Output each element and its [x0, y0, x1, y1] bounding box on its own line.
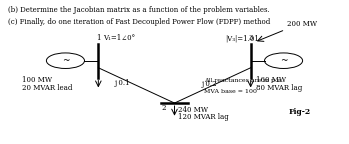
- Text: 160 MW: 160 MW: [256, 76, 286, 85]
- Text: ~: ~: [62, 56, 69, 65]
- Text: 240 MW: 240 MW: [178, 106, 208, 114]
- Text: 120 MVAR lag: 120 MVAR lag: [178, 113, 229, 121]
- Text: 2: 2: [161, 105, 166, 112]
- Text: V₁=1∠0°: V₁=1∠0°: [104, 34, 136, 42]
- Text: |V₃|=1.01: |V₃|=1.01: [225, 34, 259, 42]
- Text: 80 MVAR lag: 80 MVAR lag: [256, 84, 302, 92]
- Text: 200 MW: 200 MW: [287, 20, 317, 28]
- Text: (b) Determine the Jacobian matrix as a function of the problem variables.: (b) Determine the Jacobian matrix as a f…: [8, 6, 270, 14]
- Text: ~: ~: [280, 56, 287, 65]
- Text: 100 MW: 100 MW: [22, 76, 52, 85]
- Text: (c) Finally, do one iteration of Fast Decoupled Power Flow (FDPF) method: (c) Finally, do one iteration of Fast De…: [8, 18, 270, 26]
- Text: 3: 3: [248, 34, 253, 42]
- Text: j 0.1: j 0.1: [115, 79, 131, 87]
- Text: All reactances are in p.u.: All reactances are in p.u.: [204, 78, 283, 83]
- Text: 20 MVAR lead: 20 MVAR lead: [22, 84, 73, 92]
- Text: MVA base = 100: MVA base = 100: [204, 89, 257, 94]
- Text: 1: 1: [96, 34, 101, 42]
- Text: Fig-2: Fig-2: [289, 108, 311, 115]
- Text: j 0.2: j 0.2: [201, 80, 217, 88]
